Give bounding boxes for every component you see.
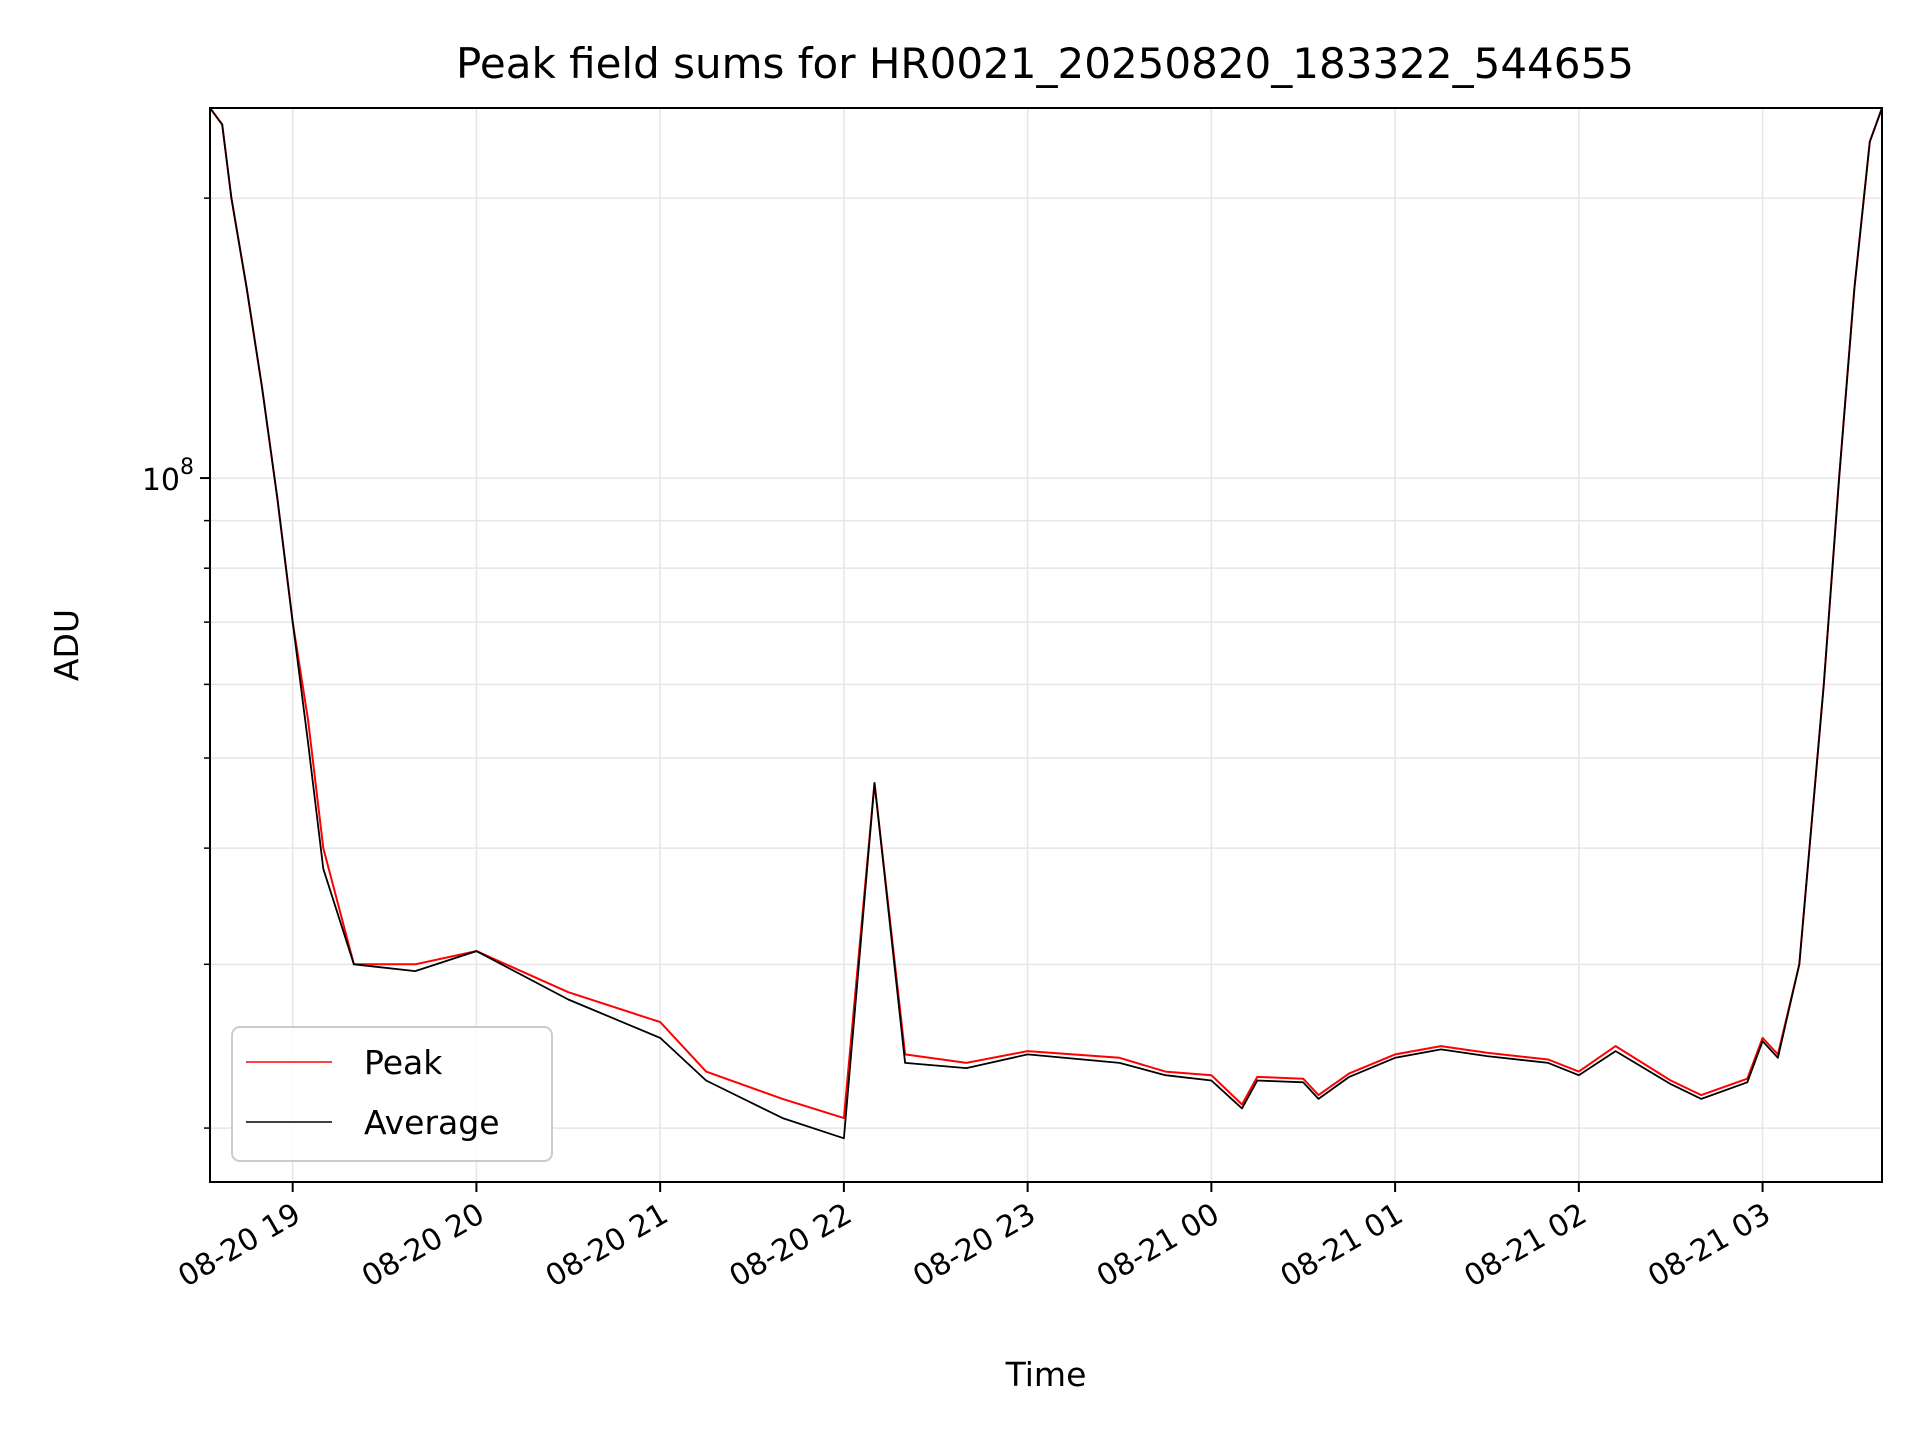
x-tick-label: 08-21 02 [1459,1197,1593,1295]
x-axis: 08-20 19 08-20 20 08-20 21 08-20 22 08-20 23… [172,1182,1777,1295]
x-tick-label: 08-21 03 [1642,1197,1776,1295]
grid [210,108,1882,1182]
chart-title: Peak field sums for HR0021_20250820_1833… [456,39,1634,88]
series-line-peak [209,107,1883,1120]
legend-box [231,1026,553,1162]
x-tick-label: 08-20 23 [907,1197,1041,1295]
y-tick-exponent: 8 [180,455,194,480]
x-tick-label: 08-21 00 [1091,1197,1225,1295]
y-axis-label: ADU [47,609,86,681]
y-tick-label: 108 [142,455,194,498]
x-tick-label: 08-20 22 [724,1197,858,1295]
x-tick-label: 08-21 01 [1275,1197,1409,1295]
x-axis-label: Time [1005,1355,1087,1394]
y-axis: 108 [142,197,210,1129]
series-line-average [209,107,1883,1140]
plot-area [209,107,1883,1140]
plot-frame [209,107,1883,1183]
x-tick-label: 08-20 20 [356,1197,490,1295]
legend: Peak Average [231,1026,553,1162]
x-tick-label: 08-20 21 [540,1197,674,1295]
legend-label-average: Average [364,1103,500,1142]
y-tick-base: 10 [142,463,180,498]
x-tick-label: 08-20 19 [172,1197,306,1295]
legend-label-peak: Peak [364,1043,443,1082]
